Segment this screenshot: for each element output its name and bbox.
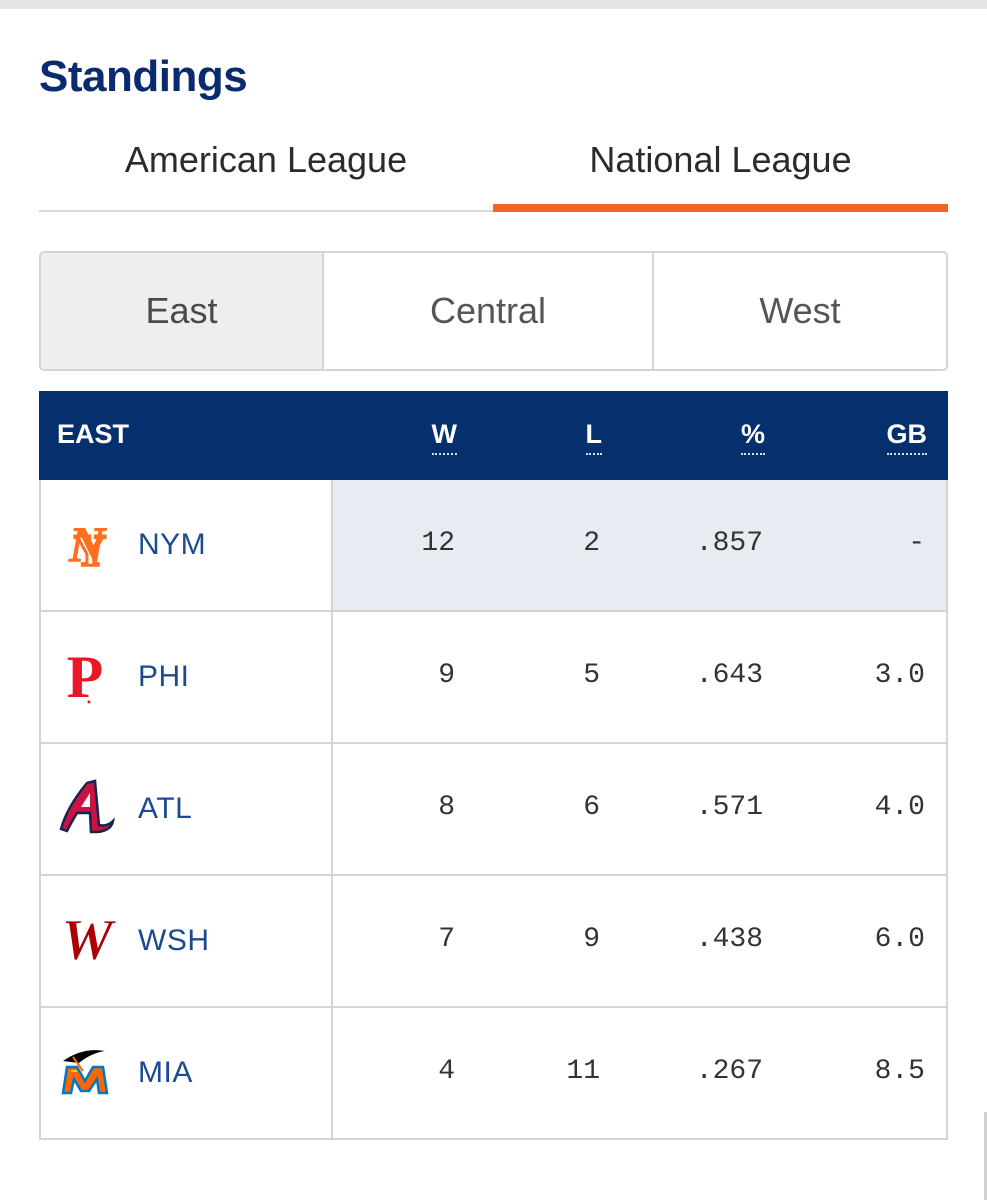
games-back-value: - (908, 528, 925, 559)
losses-value: 11 (566, 1056, 600, 1087)
table-row: P PHI 9 5 .643 3.0 (39, 612, 948, 744)
stats-cell: 12 2 .857 - (333, 480, 946, 610)
team-cell: MIA (41, 1008, 333, 1138)
page-title: Standings (39, 52, 248, 101)
team-link[interactable]: WSH (138, 924, 210, 957)
wins-value: 12 (421, 528, 455, 559)
team-link[interactable]: PHI (138, 660, 190, 693)
tab-label: American League (124, 139, 408, 180)
team-link[interactable]: NYM (138, 528, 207, 561)
team-link[interactable]: ATL (138, 792, 193, 825)
division-tab-east[interactable]: East (41, 253, 324, 369)
svg-text:N: N (68, 516, 107, 572)
mets-logo-icon: N Y (67, 516, 107, 574)
svg-text:Y: Y (74, 526, 106, 573)
wins-value: 4 (438, 1056, 455, 1087)
stats-cell: 8 6 .571 4.0 (333, 744, 946, 874)
games-back-value: 4.0 (874, 792, 925, 823)
standings-table: EAST W L % GB N Y NYM 12 2 .857 - P PHI (39, 391, 948, 1140)
tab-national-league[interactable]: National League (493, 128, 948, 212)
stats-cell: 7 9 .438 6.0 (333, 876, 946, 1006)
table-row: N Y NYM 12 2 .857 - (39, 480, 948, 612)
table-row: ATL 8 6 .571 4.0 (39, 744, 948, 876)
losses-value: 9 (583, 924, 600, 955)
losses-value: 6 (583, 792, 600, 823)
wins-value: 8 (438, 792, 455, 823)
games-back-value: 6.0 (874, 924, 925, 955)
column-header-win-pct[interactable]: % (740, 419, 765, 455)
team-link[interactable]: MIA (138, 1056, 193, 1089)
division-tab-central[interactable]: Central (324, 253, 654, 369)
division-tabs: East Central West (39, 251, 948, 371)
win-pct-value: .857 (695, 528, 763, 559)
games-back-value: 3.0 (874, 660, 925, 691)
win-pct-value: .438 (695, 924, 763, 955)
league-tabs: American League National League (39, 128, 948, 212)
table-row: W WSH 7 9 .438 6.0 (39, 876, 948, 1008)
active-tab-underline (493, 204, 948, 212)
team-cell: W WSH (41, 876, 333, 1006)
top-strip (0, 0, 987, 9)
games-back-value: 8.5 (874, 1056, 925, 1087)
losses-value: 5 (583, 660, 600, 691)
wins-value: 9 (438, 660, 455, 691)
losses-value: 2 (583, 528, 600, 559)
svg-text:P: P (67, 645, 104, 705)
win-pct-value: .643 (695, 660, 763, 691)
scrollbar[interactable] (984, 1112, 987, 1200)
tab-american-league[interactable]: American League (39, 128, 493, 212)
division-label: EAST (57, 419, 130, 449)
svg-text:W: W (61, 909, 116, 969)
table-header: EAST W L % GB (39, 391, 948, 480)
team-cell: N Y NYM (41, 480, 333, 610)
win-pct-value: .267 (695, 1056, 763, 1087)
column-header-wins[interactable]: W (431, 419, 457, 455)
marlins-logo-icon (61, 1050, 109, 1095)
win-pct-value: .571 (695, 792, 763, 823)
column-header-losses[interactable]: L (585, 419, 602, 455)
stats-cell: 4 11 .267 8.5 (333, 1008, 946, 1138)
phillies-logo-icon: P (67, 645, 104, 705)
column-header-games-back[interactable]: GB (886, 419, 927, 455)
stats-cell: 9 5 .643 3.0 (333, 612, 946, 742)
division-tab-west[interactable]: West (759, 290, 841, 331)
tab-label: National League (589, 139, 852, 180)
table-row: MIA 4 11 .267 8.5 (39, 1008, 948, 1140)
team-cell: ATL (41, 744, 333, 874)
wins-value: 7 (438, 924, 455, 955)
team-cell: P PHI (41, 612, 333, 742)
nationals-logo-icon: W (61, 909, 117, 969)
braves-logo-icon (59, 779, 116, 834)
